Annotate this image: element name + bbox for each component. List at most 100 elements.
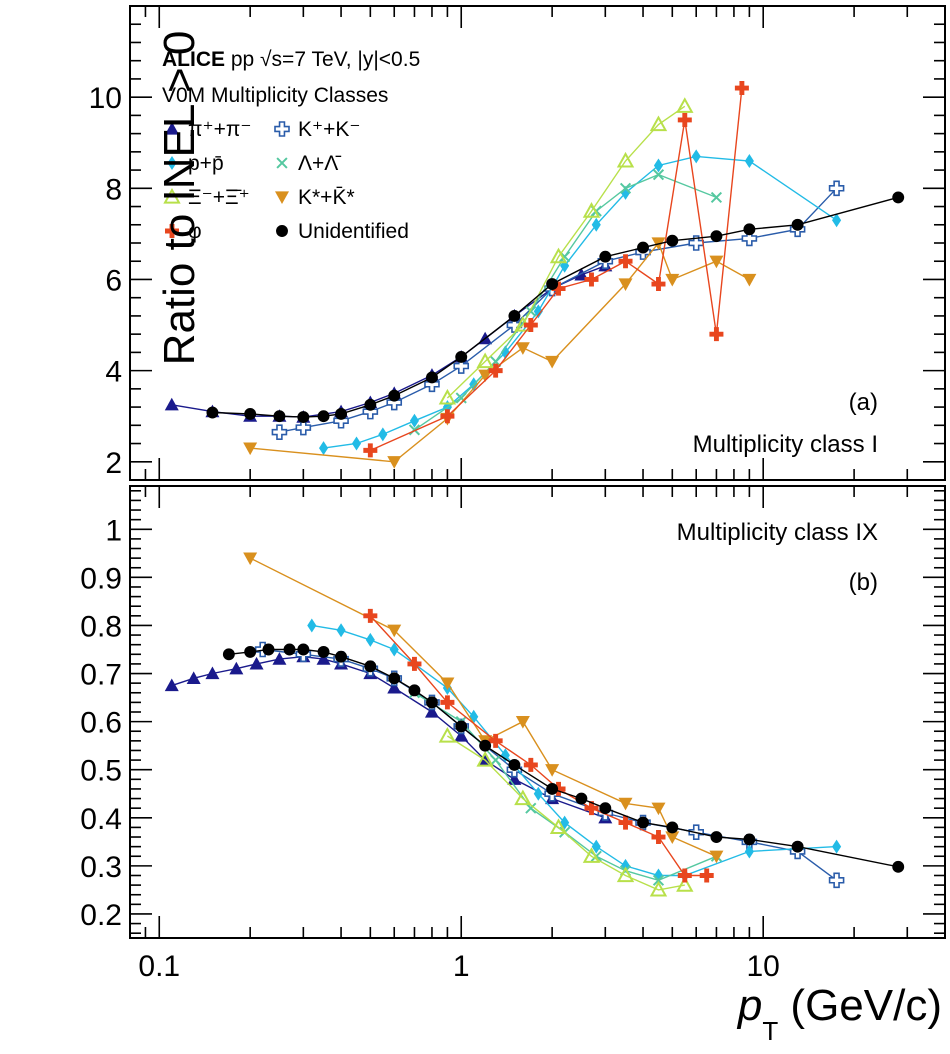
- panel-b-data-point: [500, 748, 510, 763]
- panel-b-y-tick-label: 0.9: [80, 562, 122, 595]
- panel-a-data-point: [744, 153, 754, 168]
- panel-b-data-point: [222, 648, 235, 661]
- legend: π⁺+π⁻ K⁺+K⁻ p+p̄ Λ+Λ̄ Ξ⁻+Ξ̄⁺ K*+K̄* φ Unidentif…: [163, 118, 409, 243]
- panel-b-y-tick-label: 0.4: [80, 803, 122, 836]
- x-axis-title: pT (GeV/c): [736, 981, 942, 1046]
- panel-b-data-point: [791, 840, 804, 853]
- panel-b-data-point: [243, 552, 258, 566]
- panel-a-data-point: [387, 456, 402, 469]
- panel-b-data-point: [440, 677, 455, 691]
- panel-b-data-point: [307, 618, 317, 633]
- panel-a-data-point: [297, 411, 310, 424]
- panel-a-data-point: [523, 318, 538, 333]
- panel-b-data-point: [363, 608, 378, 623]
- panel-a-data-point: [388, 389, 401, 402]
- panel-a-data-point: [206, 406, 219, 419]
- panel-b-data-point: [283, 643, 296, 656]
- panel-a-data-point: [453, 358, 470, 374]
- panel-a-data-point: [440, 409, 455, 424]
- panel-b-data-point: [387, 680, 402, 694]
- panel-b-data-point: [832, 839, 842, 854]
- panel-b-data-point: [699, 868, 714, 883]
- panel-a-y-tick-label: 2: [105, 447, 122, 480]
- panel-b-data-point: [424, 705, 439, 718]
- panel-a-data-point: [546, 278, 559, 290]
- panel-a-ticks: [129, 5, 946, 481]
- panel-a-class-label: Multiplicity class I: [693, 431, 878, 458]
- panel-a-data-point: [273, 410, 286, 423]
- panel-b-data-point: [316, 652, 331, 665]
- panel-a-series: [363, 81, 749, 458]
- panel-b-data-point: [582, 847, 601, 863]
- panel-b-data-point: [387, 624, 402, 638]
- panel-a-data-point: [709, 327, 724, 342]
- panel-b-data-point: [514, 789, 532, 806]
- panel-a-series: [408, 169, 723, 436]
- panel-b-data-point: [476, 751, 494, 767]
- legend-entry: φ: [188, 220, 202, 243]
- panel-b-data-point: [828, 872, 845, 889]
- panel-a-series: [271, 180, 845, 440]
- panel-b-data-point: [591, 839, 601, 854]
- panel-a-label: (a): [849, 389, 878, 416]
- legend-entry: Unidentified: [298, 220, 409, 243]
- panel-b-data-point: [272, 652, 287, 665]
- panel-a-data-point: [244, 407, 257, 420]
- header-line2: V0M Multiplicity Classes: [162, 84, 388, 107]
- panel-b-data-point: [637, 816, 649, 829]
- panel-b-y-tick-label: 0.7: [80, 659, 122, 692]
- panel-a-data-point: [335, 407, 348, 420]
- legend-marker: [167, 156, 177, 170]
- panel-b-data-point: [677, 868, 692, 883]
- panel-b-data-point: [616, 866, 635, 883]
- panel-b-data-point: [549, 818, 568, 835]
- legend-marker: [276, 157, 288, 169]
- panel-a: 2 4 6 8 10 ALICE pp √s=7 TeV, |y|<0.5 V0M Mu…: [89, 5, 946, 481]
- panel-a-data-point: [710, 230, 723, 243]
- panel-a-data-point: [651, 277, 666, 292]
- panel-b-data-point: [408, 684, 421, 697]
- panel-a-data-point: [455, 392, 467, 404]
- panel-b-data-point: [584, 801, 599, 816]
- panel-b-data-point: [618, 797, 633, 811]
- panel-a-data-point: [666, 234, 679, 247]
- panel-b-y-tick-label: 1: [105, 514, 122, 547]
- panel-b-data-point: [523, 757, 538, 772]
- panel-b-data-point: [652, 874, 665, 886]
- panel-b-series: [164, 552, 905, 897]
- panel-a-data-point: [582, 202, 601, 218]
- panel-b-data-point: [575, 792, 588, 805]
- panel-a-data-point: [426, 371, 438, 384]
- panel-b-data-point: [164, 678, 179, 692]
- panel-a-data-point: [455, 350, 468, 363]
- panel-a-data-point: [508, 309, 521, 322]
- panel-a-y-tick-labels: 2 4 6 8 10: [89, 82, 122, 480]
- panel-a-data-point: [243, 442, 258, 456]
- panel-a-data-point: [488, 363, 503, 378]
- panel-b-data-point: [651, 802, 666, 816]
- panel-a-data-point: [618, 278, 633, 292]
- panel-b-data-point: [515, 716, 530, 729]
- panel-b-data-point: [455, 720, 468, 733]
- panel-a-data-point: [584, 272, 599, 287]
- panel-b-data-point: [244, 645, 257, 658]
- panel-b-data-point: [551, 781, 566, 796]
- panel-a-data-point: [616, 151, 635, 168]
- panel-b-y-tick-label: 0.6: [80, 707, 122, 740]
- panel-b-data-point: [709, 850, 724, 864]
- panel-b: 0.2 0.3 0.4 0.5 0.6 0.7 0.8 0.9 1 Multiplicity c…: [80, 485, 946, 939]
- panel-a-data-point: [549, 247, 568, 264]
- legend-marker: [275, 191, 289, 204]
- panel-b-data-point: [426, 696, 438, 709]
- panel-a-data-point: [652, 169, 665, 181]
- panel-a-series: [164, 81, 905, 469]
- panel-b-data-point: [743, 833, 756, 846]
- panel-b-data-point: [676, 876, 694, 892]
- panel-b-y-tick-label: 0.2: [80, 899, 122, 932]
- panel-b-data-point: [297, 643, 310, 656]
- panel-b-data-point: [335, 650, 348, 663]
- panel-b-data-point: [388, 672, 401, 685]
- panel-b-data-point: [546, 782, 559, 795]
- panel-b-class-label: Multiplicity class IX: [677, 519, 878, 546]
